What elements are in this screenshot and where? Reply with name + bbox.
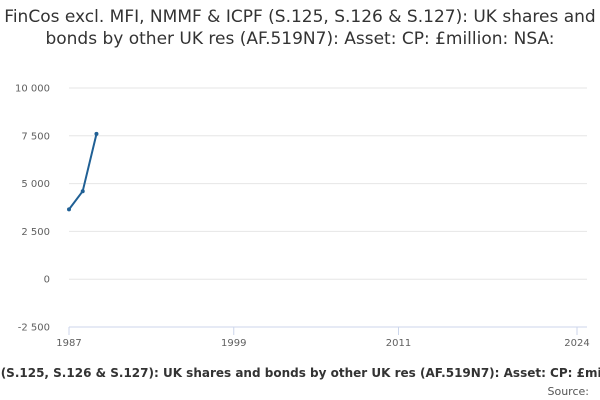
y-tick-label: 2 500 [21, 227, 50, 238]
data-point[interactable] [94, 131, 99, 136]
data-point[interactable] [67, 207, 71, 212]
series-layer [67, 131, 99, 212]
y-tick-label: -2 500 [18, 323, 50, 334]
source-label: Source: [548, 385, 590, 398]
x-tick-label: 2024 [564, 338, 589, 349]
x-tick-label: 1999 [221, 338, 246, 349]
legend-label[interactable]: MF & ICPF (S.125, S.126 & S.127): UK sha… [0, 366, 600, 380]
y-tick-label: 0 [44, 275, 50, 286]
y-axis-ticks: 10 000 7 500 5 000 2 500 0 -2 500 [15, 84, 50, 334]
x-tick-label: 2011 [386, 338, 411, 349]
x-axis: 1987 1999 2011 2024 [56, 326, 590, 349]
y-tick-label: 5 000 [21, 179, 50, 190]
chart-title: FinCos excl. MFI, NMMF & ICPF (S.125, S.… [4, 7, 596, 49]
y-tick-label: 7 500 [21, 131, 50, 142]
series-line[interactable] [68, 133, 98, 211]
x-tick-label: 1987 [56, 338, 81, 349]
y-tick-label: 10 000 [15, 84, 50, 95]
gridlines [69, 87, 587, 328]
data-point[interactable] [80, 189, 85, 194]
